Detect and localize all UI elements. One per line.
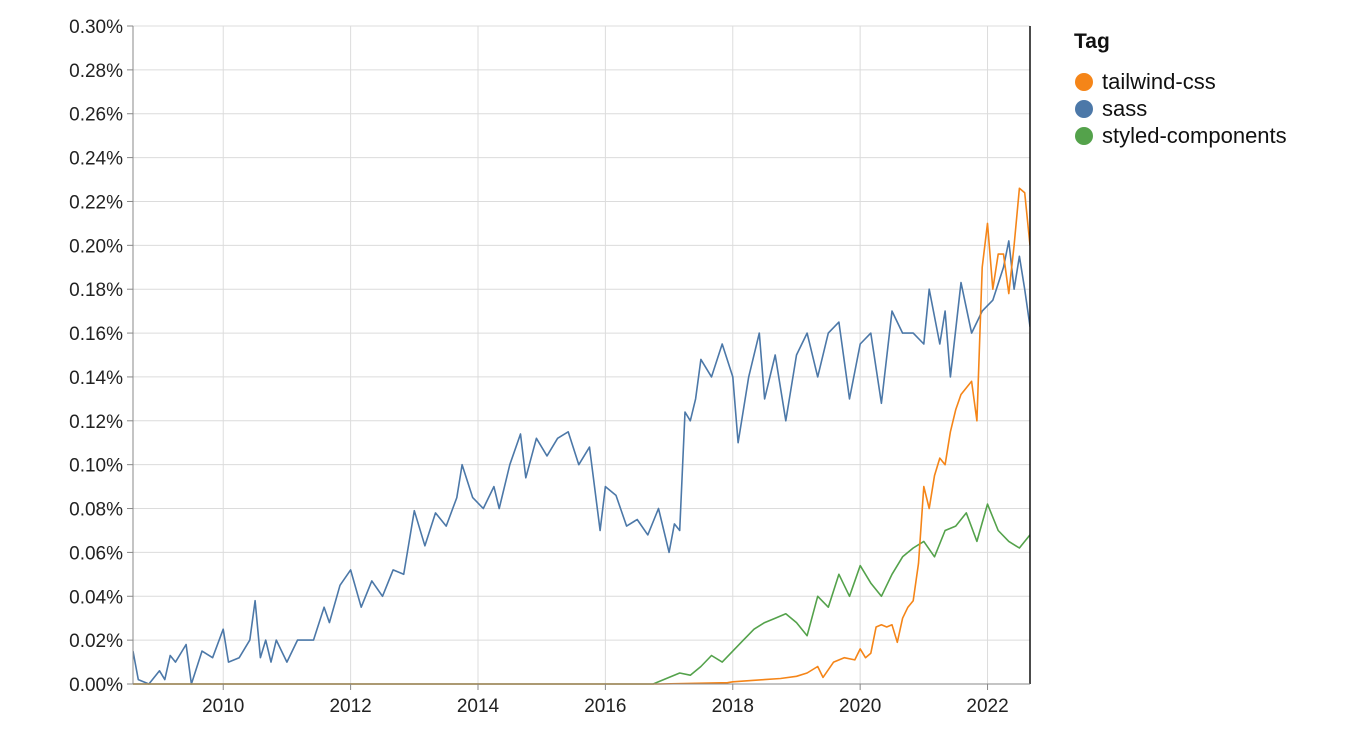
y-tick-label: 0.02% <box>69 631 123 652</box>
x-tick-label: 2014 <box>457 696 500 717</box>
axes: 0.00% 0.02% 0.04% 0.06% 0.08% 0.10% 0.12% 0.14%… <box>69 17 1031 717</box>
legend-swatch-tailwind-css <box>1075 73 1093 91</box>
x-tick-label: 2012 <box>329 696 371 717</box>
x-tick-label: 2018 <box>712 696 754 717</box>
legend-label-tailwind-css: tailwind-css <box>1102 69 1216 94</box>
y-tick-label: 0.10% <box>69 456 123 477</box>
y-tick-label: 0.16% <box>69 324 123 345</box>
x-tick-label: 2010 <box>202 696 244 717</box>
y-tick-label: 0.30% <box>69 17 123 38</box>
y-tick-label: 0.00% <box>69 675 123 696</box>
legend-label-sass: sass <box>1102 96 1147 121</box>
y-tick-label: 0.20% <box>69 236 123 257</box>
legend-label-styled-components: styled-components <box>1102 123 1287 148</box>
legend-title: Tag <box>1074 30 1110 53</box>
legend-swatch-sass <box>1075 100 1093 118</box>
y-tick-label: 0.26% <box>69 105 123 126</box>
y-tick-label: 0.12% <box>69 412 123 433</box>
y-tick-label: 0.28% <box>69 61 123 82</box>
y-tick-label: 0.08% <box>69 500 123 521</box>
series-lines <box>133 187 1030 685</box>
y-tick-label: 0.14% <box>69 368 123 389</box>
series-line-styled-components <box>133 503 1030 685</box>
series-line-tailwind-css <box>133 187 1030 685</box>
y-tick-label: 0.18% <box>69 280 123 301</box>
legend-swatch-styled-components <box>1075 127 1093 145</box>
series-line-sass <box>133 240 1030 685</box>
x-tick-label: 2020 <box>839 696 881 717</box>
y-tick-label: 0.04% <box>69 587 123 608</box>
y-tick-label: 0.06% <box>69 543 123 564</box>
y-tick-label: 0.22% <box>69 192 123 213</box>
y-tick-label: 0.24% <box>69 149 123 170</box>
x-tick-label: 2022 <box>966 696 1008 717</box>
x-tick-label: 2016 <box>584 696 626 717</box>
grid <box>133 25 1030 685</box>
